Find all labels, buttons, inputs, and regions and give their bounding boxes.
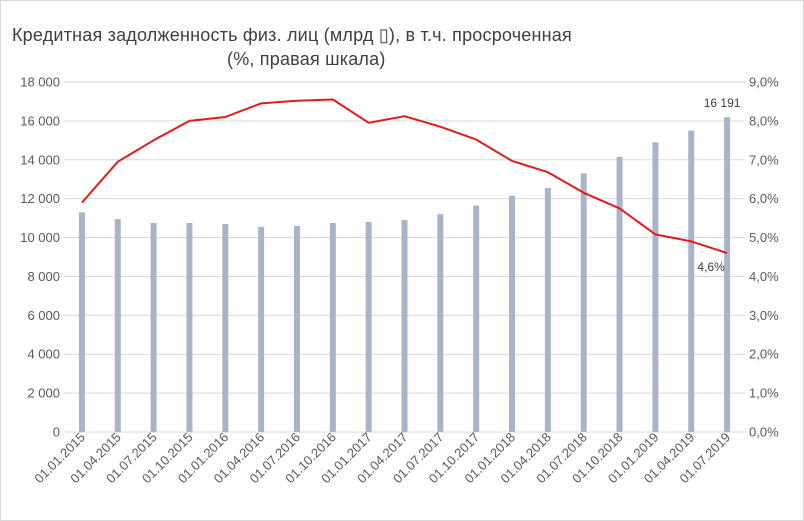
right-axis-tick-label: 6,0% bbox=[749, 191, 779, 206]
left-axis-tick-label: 16 000 bbox=[20, 113, 60, 128]
bar bbox=[544, 187, 551, 432]
bar bbox=[724, 117, 731, 433]
bar bbox=[258, 226, 265, 432]
bar bbox=[150, 222, 157, 432]
bar bbox=[186, 222, 193, 432]
right-axis-tick-label: 0,0% bbox=[749, 425, 779, 440]
right-axis-tick-label: 2,0% bbox=[749, 347, 779, 362]
bar bbox=[509, 195, 516, 432]
right-axis-tick-label: 5,0% bbox=[749, 230, 779, 245]
bar bbox=[616, 156, 623, 432]
right-axis-labels: 0,0% 1,0% 2,0% 3,0% 4,0% 5,0% 6,0% 7,0% 8,0% 9,0% bbox=[749, 75, 779, 440]
data-label: 4,6% bbox=[697, 260, 725, 274]
bar bbox=[401, 220, 408, 432]
left-axis-tick-label: 6 000 bbox=[27, 308, 60, 323]
left-axis-tick-label: 18 000 bbox=[20, 75, 60, 90]
bar bbox=[437, 214, 444, 432]
right-axis-tick-label: 1,0% bbox=[749, 386, 779, 401]
bar bbox=[688, 130, 695, 432]
right-axis-tick-label: 8,0% bbox=[749, 113, 779, 128]
left-axis-tick-label: 10 000 bbox=[20, 230, 60, 245]
line-series-path bbox=[81, 98, 728, 255]
left-axis-labels: 0 2 000 4 000 6 000 8 000 10 000 12 000 14 000 1… bbox=[20, 75, 60, 440]
right-axis-tick-label: 4,0% bbox=[749, 269, 779, 284]
right-axis-tick-label: 9,0% bbox=[749, 75, 779, 90]
bar bbox=[78, 212, 85, 432]
bar bbox=[652, 142, 659, 432]
right-axis-tick-label: 7,0% bbox=[749, 152, 779, 167]
line-series bbox=[81, 98, 728, 255]
bar bbox=[222, 223, 229, 432]
bar bbox=[580, 173, 587, 432]
chart-title-line-2: (%, правая шкала) bbox=[227, 49, 386, 69]
x-axis-labels: 01.01.201501.04.201501.07.201501.10.2015… bbox=[31, 430, 733, 487]
bar bbox=[114, 219, 121, 432]
chart-title-line-1: Кредитная задолженность физ. лиц (млрд ▯… bbox=[12, 25, 572, 45]
left-axis-tick-label: 0 bbox=[53, 425, 60, 440]
data-labels: 16 191 4,6% bbox=[697, 96, 740, 274]
bar-series bbox=[78, 117, 731, 433]
left-axis-tick-label: 4 000 bbox=[27, 347, 60, 362]
bar bbox=[473, 205, 480, 432]
left-axis-tick-label: 2 000 bbox=[27, 386, 60, 401]
left-axis-tick-label: 12 000 bbox=[20, 191, 60, 206]
data-label: 16 191 bbox=[704, 96, 741, 110]
bar bbox=[329, 222, 336, 432]
bar bbox=[365, 222, 372, 432]
bar bbox=[293, 225, 300, 432]
right-axis-tick-label: 3,0% bbox=[749, 308, 779, 323]
left-axis-tick-label: 14 000 bbox=[20, 152, 60, 167]
left-axis-tick-label: 8 000 bbox=[27, 269, 60, 284]
